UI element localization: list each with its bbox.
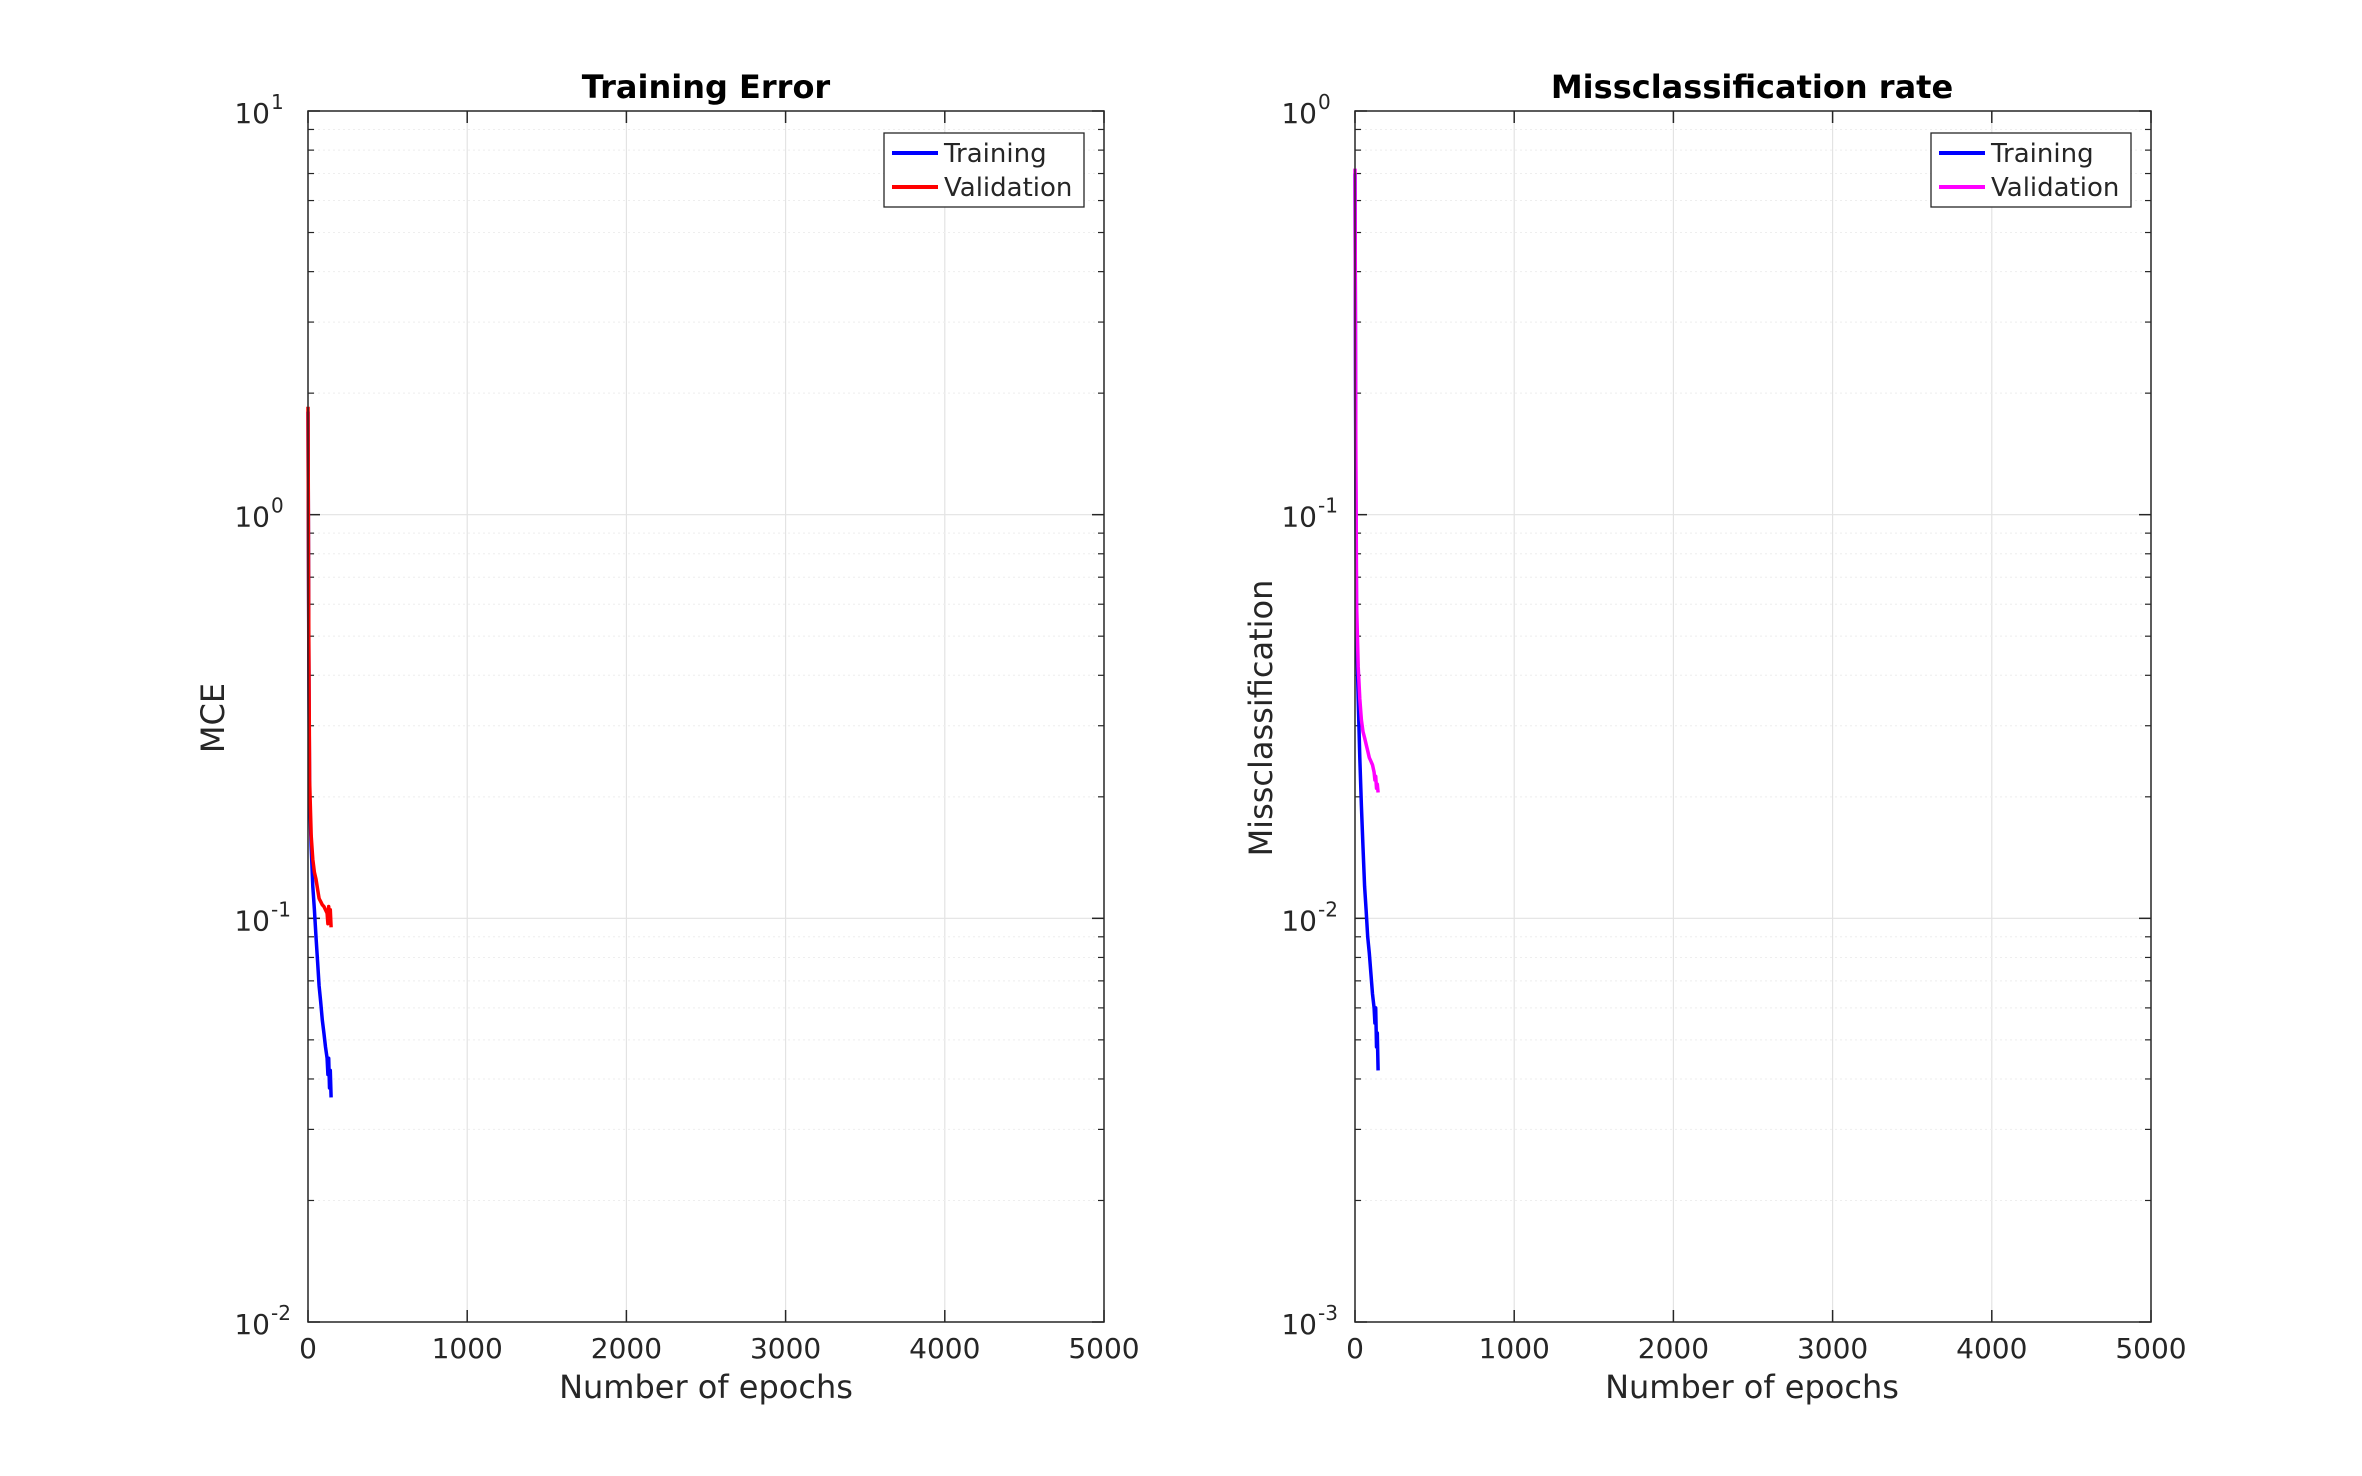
x-tick-label: 0 bbox=[299, 1332, 317, 1365]
x-tick-label: 1000 bbox=[432, 1332, 503, 1365]
y-tick-label-base: 10 bbox=[234, 501, 270, 534]
ticks bbox=[1354, 110, 2152, 1323]
grid bbox=[1355, 111, 2151, 1322]
x-tick-labels: 0 1000 2000 3000 4000 5000 bbox=[299, 1332, 1140, 1365]
legend: Training Validation bbox=[883, 132, 1085, 208]
chart-training-error: Training Error 0 1000 2000 3000 4000 5000 10-… bbox=[194, 68, 1140, 1406]
y-tick-label-base: 10 bbox=[1281, 1308, 1317, 1341]
legend-box bbox=[1930, 132, 2132, 208]
chart-title: Training Error bbox=[582, 68, 831, 106]
y-tick-label-base: 10 bbox=[234, 1308, 270, 1341]
y-tick-label: 10 -3 bbox=[1281, 1301, 1338, 1341]
y-tick-label-base: 10 bbox=[1281, 904, 1317, 937]
y-tick-label-exponent: -2 bbox=[271, 1301, 291, 1325]
y-tick-label: 10 -2 bbox=[1281, 897, 1338, 937]
y-tick-label-exponent: -2 bbox=[1318, 897, 1338, 921]
axes-box bbox=[1354, 110, 2152, 1323]
y-tick-label-base: 10 bbox=[1281, 97, 1317, 130]
x-tick-label: 2000 bbox=[591, 1332, 662, 1365]
chart-missclassification-rate: Missclassification rate 0 1000 2000 3000 400… bbox=[1242, 68, 2187, 1406]
y-tick-label: 10 -1 bbox=[1281, 494, 1338, 534]
x-tick-label: 0 bbox=[1346, 1332, 1364, 1365]
plot-area bbox=[1353, 110, 2152, 1323]
x-tick-labels: 0 1000 2000 3000 4000 5000 bbox=[1346, 1332, 2187, 1365]
y-tick-label-exponent: -1 bbox=[271, 897, 291, 921]
axes-background bbox=[308, 111, 1104, 1322]
x-tick-label: 2000 bbox=[1638, 1332, 1709, 1365]
legend-box bbox=[883, 132, 1085, 208]
x-tick-label: 5000 bbox=[2115, 1332, 2186, 1365]
axes-background bbox=[1355, 111, 2151, 1322]
axes-box bbox=[307, 110, 1105, 1323]
x-axis-label: Number of epochs bbox=[559, 1368, 853, 1406]
grid bbox=[308, 111, 1104, 1322]
y-tick-label-exponent: 0 bbox=[1318, 90, 1331, 114]
x-tick-label: 1000 bbox=[1479, 1332, 1550, 1365]
y-tick-label: 10 1 bbox=[234, 90, 283, 130]
ticks bbox=[307, 110, 1105, 1323]
y-axis-label: Missclassification bbox=[1242, 580, 1280, 857]
legend-label: Training bbox=[1990, 139, 2094, 169]
series-lines bbox=[1353, 168, 1380, 1071]
series-line-validation bbox=[1353, 168, 1380, 793]
y-tick-label-exponent: 1 bbox=[271, 90, 284, 114]
y-tick-label-exponent: -1 bbox=[1318, 494, 1338, 518]
legend-label: Validation bbox=[1991, 173, 2119, 203]
y-axis-label: MCE bbox=[194, 683, 232, 753]
x-tick-label: 5000 bbox=[1068, 1332, 1139, 1365]
plot-area bbox=[306, 110, 1105, 1323]
y-tick-label: 10 0 bbox=[1281, 90, 1330, 130]
y-tick-label-base: 10 bbox=[234, 97, 270, 130]
legend-label: Validation bbox=[944, 173, 1072, 203]
y-tick-label: 10 -2 bbox=[234, 1301, 291, 1341]
x-tick-label: 4000 bbox=[909, 1332, 980, 1365]
chart-title: Missclassification rate bbox=[1551, 68, 1953, 106]
legend: Training Validation bbox=[1930, 132, 2132, 208]
y-tick-label-base: 10 bbox=[234, 904, 270, 937]
y-tick-label-exponent: 0 bbox=[271, 494, 284, 518]
x-tick-label: 3000 bbox=[750, 1332, 821, 1365]
series-lines bbox=[306, 406, 333, 1098]
y-tick-label: 10 0 bbox=[234, 494, 283, 534]
y-tick-label-exponent: -3 bbox=[1318, 1301, 1338, 1325]
series-line-validation bbox=[306, 406, 333, 928]
legend-label: Training bbox=[943, 139, 1047, 169]
x-axis-label: Number of epochs bbox=[1605, 1368, 1899, 1406]
x-tick-label: 4000 bbox=[1956, 1332, 2027, 1365]
x-tick-label: 3000 bbox=[1797, 1332, 1868, 1365]
y-tick-label: 10 -1 bbox=[234, 897, 291, 937]
y-tick-label-base: 10 bbox=[1281, 501, 1317, 534]
